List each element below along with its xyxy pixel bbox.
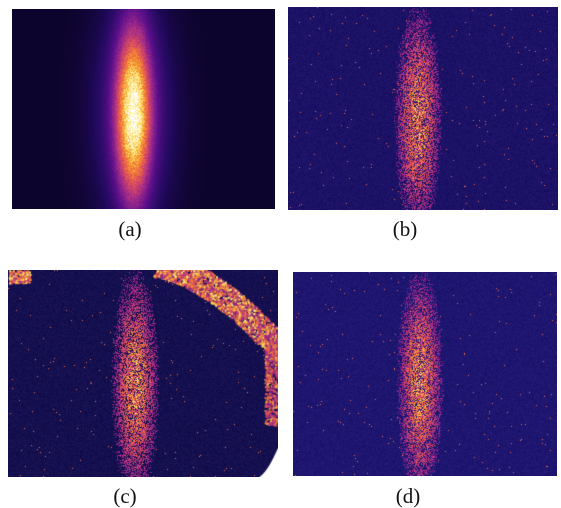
image-panel-a: [12, 9, 275, 209]
image-panel-d: [293, 272, 557, 476]
fluorescence-image-c: [8, 270, 278, 477]
image-panel-c: [8, 270, 278, 477]
caption-d: (d): [395, 484, 421, 508]
caption-a: (a): [118, 217, 142, 241]
fluorescence-image-b: [288, 7, 558, 210]
fluorescence-image-d: [293, 272, 557, 476]
image-panel-b: [288, 7, 558, 210]
caption-c: (c): [113, 484, 137, 508]
caption-b: (b): [392, 217, 418, 241]
fluorescence-image-a: [12, 9, 275, 209]
